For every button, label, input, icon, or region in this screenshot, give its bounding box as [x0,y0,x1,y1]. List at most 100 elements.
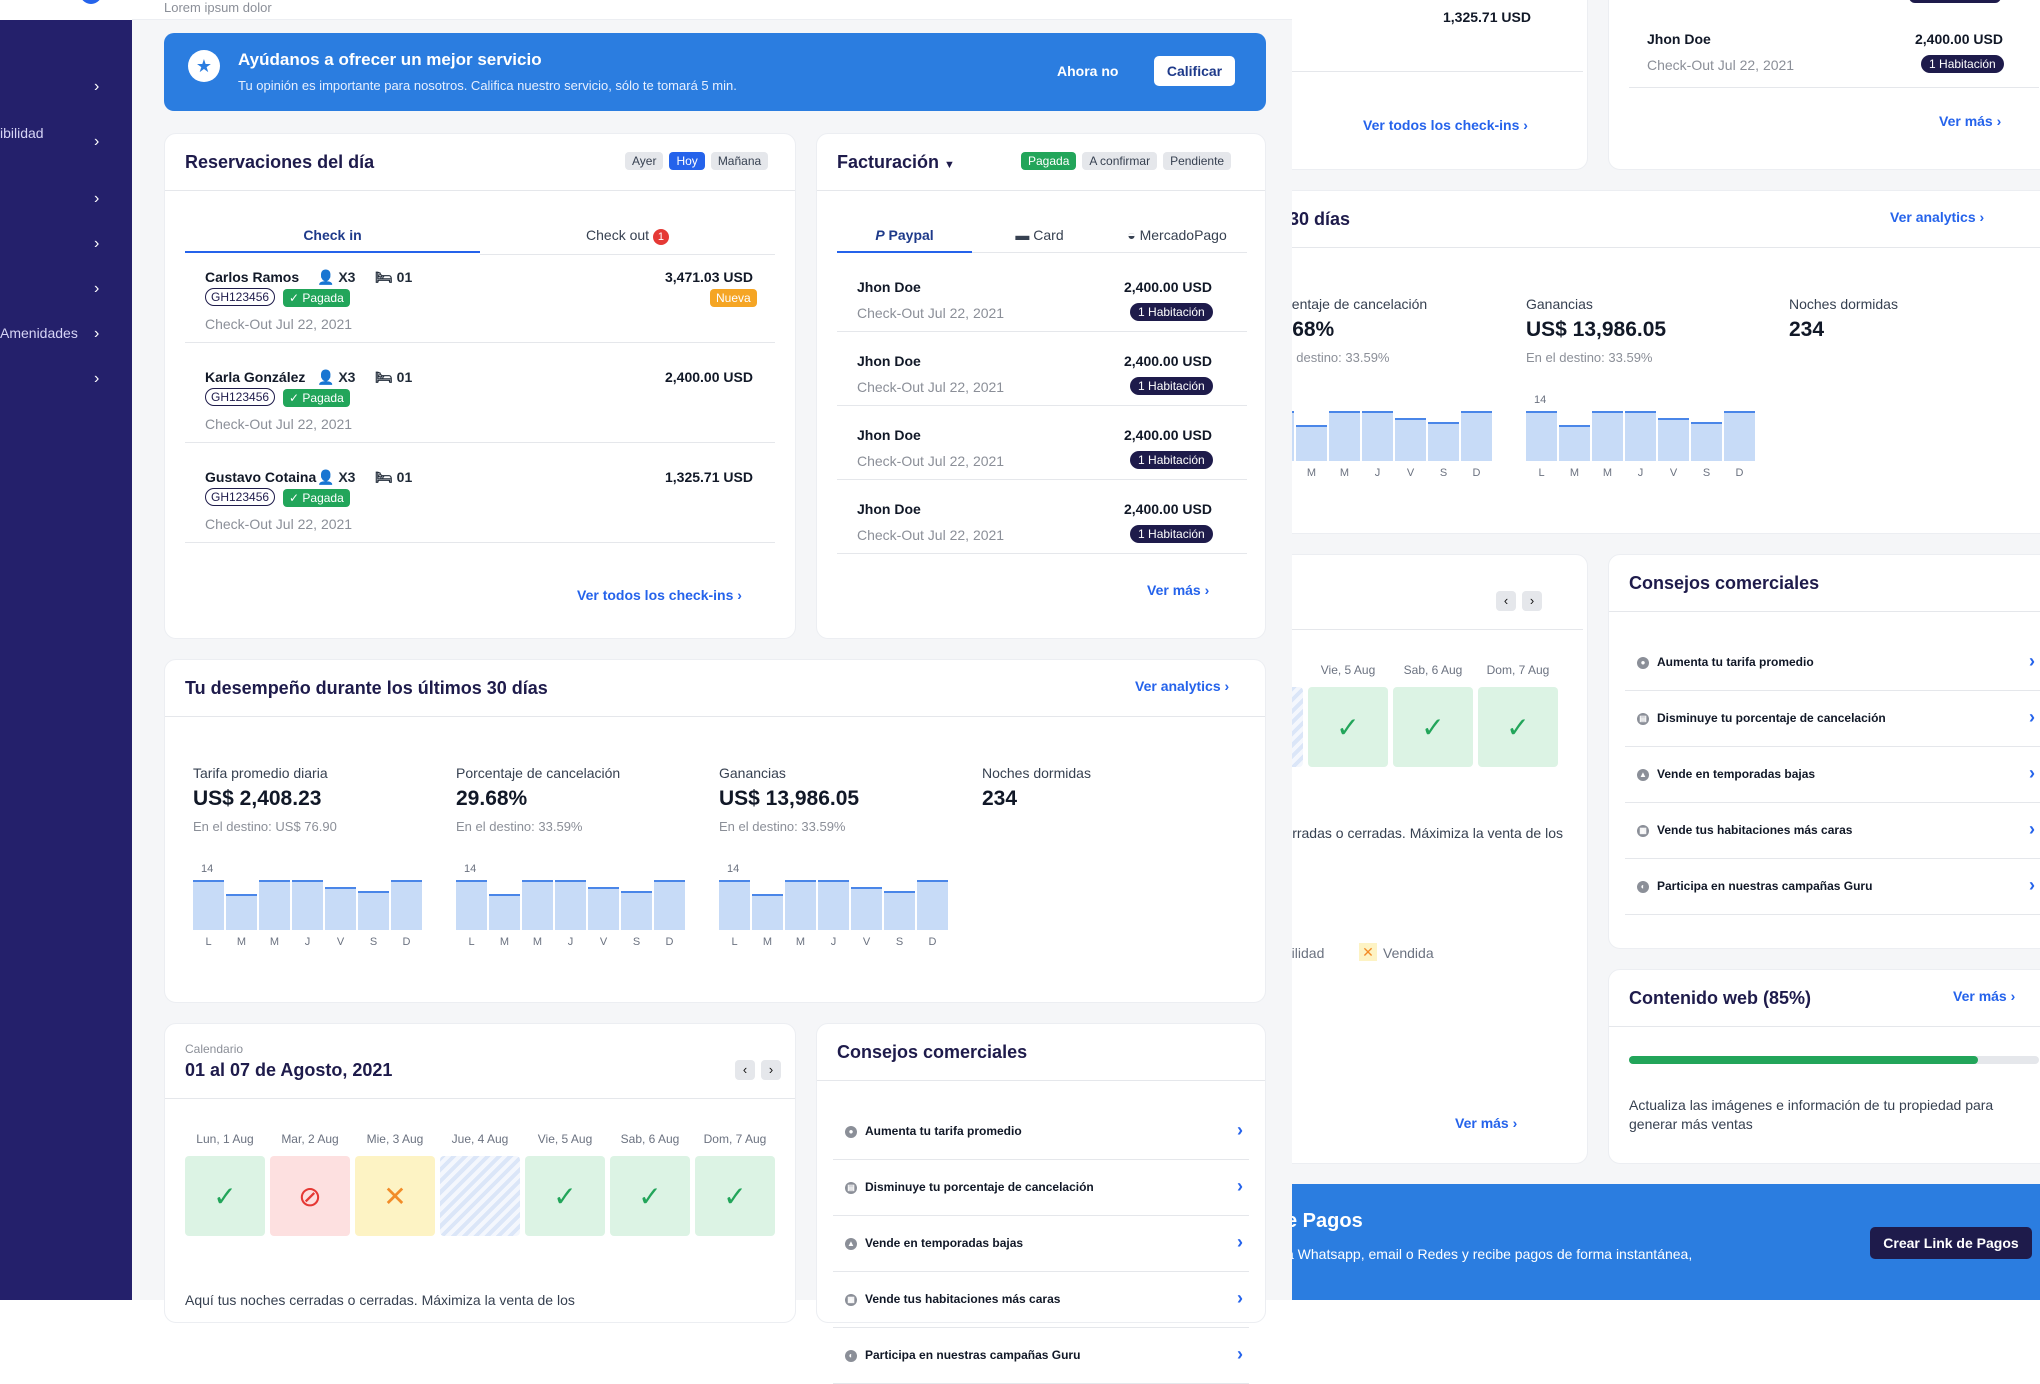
prev-week-button[interactable]: ‹ [1496,591,1516,611]
tab-checkout[interactable]: Check out 1 [480,227,775,255]
calendar-card-partial: ‹ › Jue, 4 Aug Vie, 5 Aug ✓ Sab, 6 Aug ✓ D… [1292,554,1588,1164]
guest-name[interactable]: Karla González [205,369,306,385]
tip-item[interactable]: ▦ Vende tus habitaciones más caras › [1625,803,2040,859]
chart-bar [1296,425,1327,461]
sidebar-item-7[interactable]: › [0,370,132,390]
day-label: M [1602,467,1613,479]
sidebar-item-1[interactable]: › [0,78,132,98]
chart-bar [785,880,816,930]
day-label: J [567,936,574,948]
tip-item[interactable]: ● Aumenta tu tarifa promedio › [833,1104,1249,1160]
billing-amount: 2,400.00 USD [1124,501,1212,517]
billing-name[interactable]: Jhon Doe [857,427,921,443]
tips-card-right: Consejos comerciales ● Aumenta tu tarifa… [1608,554,2040,949]
chevron-right-icon: › [2029,651,2035,671]
billing-see-more-link[interactable]: Ver más › [1939,113,2002,129]
web-content-link[interactable]: Ver más › [1953,988,2016,1004]
tab-mercadopago[interactable]: ◒ MercadoPago [1107,227,1247,253]
prev-week-button[interactable]: ‹ [735,1060,755,1080]
sidebar [0,0,132,1300]
sidebar-item-4[interactable]: › [0,235,132,255]
filter-a-confirmar[interactable]: A confirmar [1082,152,1158,170]
analytics-link[interactable]: Ver analytics › [1890,209,1985,225]
calendar-day-cell[interactable]: ✓ [695,1156,775,1236]
chart-bar [588,887,619,930]
next-week-button[interactable]: › [1522,591,1542,611]
chevron-right-icon: › [1237,1176,1243,1196]
tip-item[interactable]: ▤ Disminuye tu porcentaje de cancelación… [1625,691,2040,747]
day-label: J [1637,467,1644,479]
tip-item[interactable]: ● Aumenta tu tarifa promedio › [1625,635,2040,691]
chart-bar [884,891,915,930]
checkout-count-badge: 1 [652,229,669,245]
billing-see-more-link[interactable]: Ver más › [1147,582,1210,598]
room-number: 🛏 01 [375,469,413,485]
chart-bar [259,880,290,930]
metric-label: Porcentaje de cancelación [456,765,621,781]
rate-button[interactable]: Calificar [1154,56,1235,86]
chevron-right-icon: › [768,1062,774,1077]
sidebar-item-disponibilidad[interactable]: ibilidad › [0,125,100,150]
web-content-text: Actualiza las imágenes e información de … [1629,1097,1994,1132]
chart-bar [226,894,257,930]
calendar-day-cell[interactable]: ⊘ [270,1156,350,1236]
filter-pendiente[interactable]: Pendiente [1163,152,1232,170]
filter-pagada[interactable]: Pagada [1021,152,1077,170]
filter-hoy[interactable]: Hoy [669,152,705,170]
calendar-day-cell[interactable]: ✓ [1308,687,1388,767]
caret-down-icon: ▼ [944,159,955,171]
calendar-day-cell[interactable]: ✓ [1393,687,1473,767]
calendar-day-cell[interactable] [1292,687,1303,767]
billing-date: Check-Out Jul 22, 2021 [857,527,1005,543]
tip-item[interactable]: ▦ Vende tus habitaciones más caras › [833,1272,1249,1328]
sidebar-item-3[interactable]: › [0,190,132,210]
tip-item[interactable]: ▲ Vende en temporadas bajas › [833,1216,1249,1272]
chevron-right-icon: › [1979,209,1985,225]
banner-text: Tu opinión es importante para nosotros. … [238,78,737,93]
main-area: Lorem ipsum dolor ★ Ayúdanos a ofrecer u… [132,0,1292,1384]
billing-title[interactable]: Facturación ▼ [837,152,955,172]
calendar-see-more-link[interactable]: Ver más › [1455,1115,1518,1131]
calendar-day-cell[interactable]: ✕ [355,1156,435,1236]
sidebar-item-amenidades[interactable]: Amenidades › [0,325,100,342]
chevron-right-icon: › [2010,988,2016,1004]
chevron-right-icon: › [1237,1288,1243,1308]
guest-name[interactable]: Carlos Ramos [205,269,300,285]
check-icon: ✓ [553,1180,577,1212]
see-all-checkins-link[interactable]: Ver todos los check-ins › [577,587,742,603]
next-week-button[interactable]: › [761,1060,781,1080]
analytics-link[interactable]: Ver analytics › [1135,678,1230,694]
chart-bar [719,880,750,930]
sidebar-item-5[interactable]: › [0,280,132,300]
calendar-day-cell[interactable]: ✓ [610,1156,690,1236]
filter-manana[interactable]: Mañana [710,152,769,170]
filter-ayer[interactable]: Ayer [625,152,664,170]
create-payment-link-button[interactable]: Crear Link de Pagos [1870,1227,2032,1259]
billing-name[interactable]: Jhon Doe [857,501,921,517]
tab-paypal[interactable]: P Paypal [837,227,972,253]
day-label: S [1702,467,1711,479]
guest-name[interactable]: Gustavo Cotaina [205,469,317,485]
tip-item[interactable]: ▲ Vende en temporadas bajas › [1625,747,2040,803]
tab-checkin[interactable]: Check in [185,227,480,253]
page-subtitle: Lorem ipsum dolor [164,0,272,15]
calendar-day-label: Jue, 4 Aug [1292,663,1303,677]
later-button[interactable]: Ahora no [1057,63,1119,79]
tip-item[interactable]: ◐ Participa en nuestras campañas Guru › [1625,859,2040,915]
calendar-day-cell[interactable] [440,1156,520,1236]
checkout-date: Check-Out Jul 22, 2021 [205,416,353,432]
calendar-day-cell[interactable]: ✓ [1478,687,1558,767]
chart-max-label: 14 [1534,394,1547,406]
paid-badge: ✓ Pagada [283,289,350,307]
checkout-date: Check-Out Jul 22, 2021 [205,316,353,332]
new-badge: Nueva [710,289,757,307]
tip-item[interactable]: ◐ Participa en nuestras campañas Guru › [833,1328,1249,1384]
calendar-day-cell[interactable]: ✓ [185,1156,265,1236]
tab-card[interactable]: ▬ Card [972,227,1107,253]
chart-bar [1592,411,1623,461]
billing-name[interactable]: Jhon Doe [857,353,921,369]
tip-item[interactable]: ▤ Disminuye tu porcentaje de cancelación… [833,1160,1249,1216]
billing-name[interactable]: Jhon Doe [857,279,921,295]
calendar-day-cell[interactable]: ✓ [525,1156,605,1236]
see-all-checkins-link[interactable]: Ver todos los check-ins › [1363,117,1528,133]
